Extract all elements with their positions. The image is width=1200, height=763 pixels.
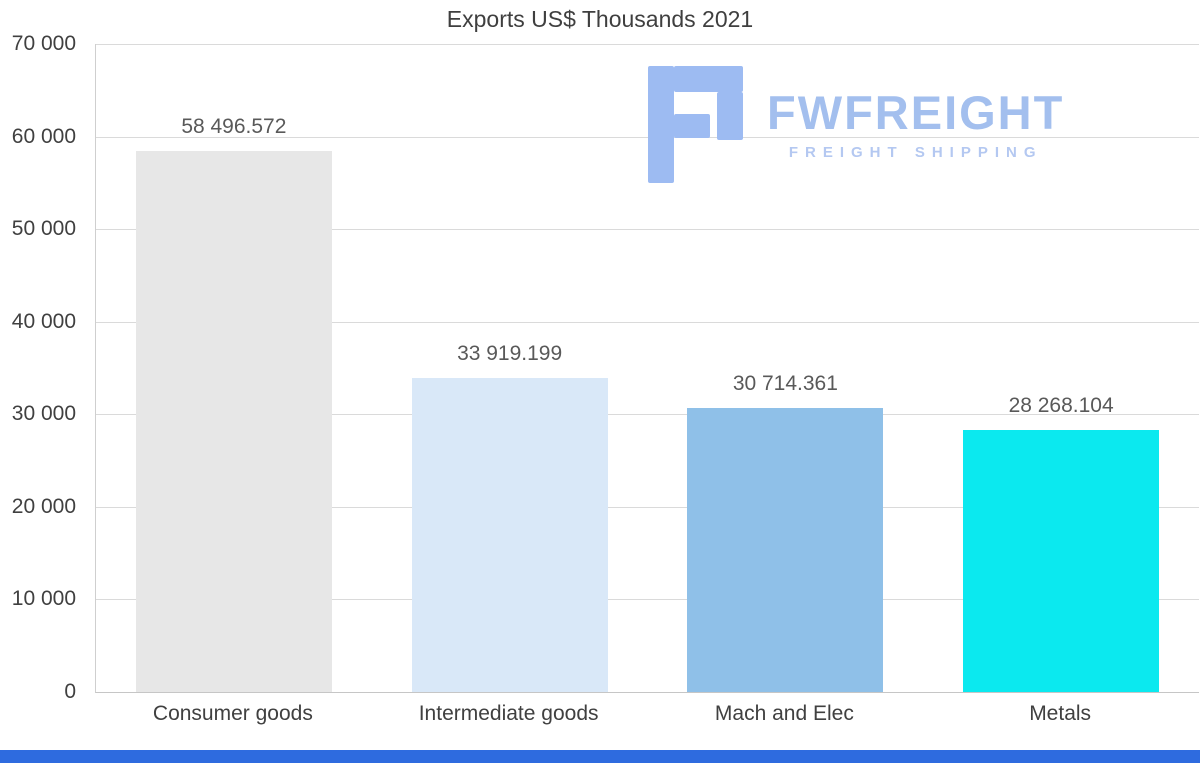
y-axis: 0 10 000 20 000 30 000 40 000 50 000 60 000 70 …	[0, 32, 86, 703]
y-tick-label: 0	[64, 680, 76, 703]
logo-wordmark: FWFREIGHT	[767, 85, 1065, 139]
bar-value-label: 30 714.361	[732, 371, 838, 395]
bar-metals	[963, 430, 1160, 692]
x-category-label: Metals	[1029, 702, 1092, 725]
bar-value-label: 33 919.199	[457, 342, 563, 366]
logo-tagline: FREIGHT SHIPPING	[788, 143, 1043, 161]
logo-mark-shapes	[648, 66, 743, 183]
fwfreight-logo-icon	[648, 66, 743, 183]
gridline	[96, 506, 1199, 508]
x-axis: Consumer goods Intermediate goods Mach and…	[95, 702, 1198, 726]
y-tick-label: 10 000	[11, 587, 76, 611]
y-tick-label: 30 000	[11, 402, 76, 426]
x-category-label: Mach and Elec	[714, 702, 854, 725]
plot-area: 58 496.572 33 919.199 30 714.361 28 268.104	[95, 44, 1199, 693]
footer-accent-bar	[0, 750, 1200, 763]
y-tick-label: 40 000	[11, 309, 76, 333]
bar-intermediate-goods	[411, 378, 608, 692]
logo-text: FWFREIGHT FREIGHT SHIPPING	[767, 89, 1064, 161]
x-category-label: Consumer goods	[152, 702, 313, 725]
gridline	[96, 414, 1199, 416]
y-tick-label: 20 000	[11, 494, 76, 518]
x-category-label: Intermediate goods	[418, 702, 599, 725]
gridline	[96, 44, 1199, 45]
bar-consumer-goods	[135, 150, 332, 692]
y-tick-label: 60 000	[11, 124, 76, 148]
bar-mach-and-elec	[687, 407, 884, 692]
bar-value-label: 28 268.104	[1008, 394, 1114, 418]
chart-title: Exports US$ Thousands 2021	[446, 6, 754, 32]
gridline	[96, 229, 1199, 231]
logo: FWFREIGHT FREIGHT SHIPPING	[648, 66, 1064, 183]
gridline	[96, 321, 1199, 323]
gridline	[96, 599, 1199, 601]
y-tick-label: 50 000	[11, 217, 76, 241]
y-tick-label: 70 000	[11, 32, 76, 55]
bar-value-label: 58 496.572	[181, 114, 287, 138]
gridline	[96, 136, 1199, 138]
